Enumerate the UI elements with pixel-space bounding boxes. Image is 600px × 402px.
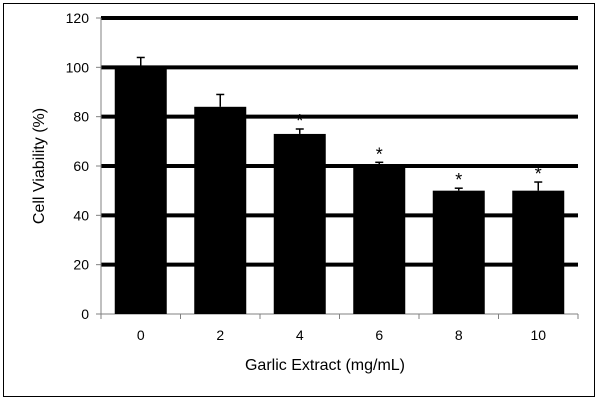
axes — [96, 17, 579, 319]
bar-0 — [114, 67, 167, 314]
significance-star: * — [376, 144, 383, 164]
x-axis-title: Garlic Extract (mg/mL) — [245, 357, 405, 374]
significance-markers: * * * * — [296, 111, 542, 190]
bar-6 — [353, 166, 406, 314]
y-tick-labels: 0 20 40 60 80 100 120 — [66, 10, 90, 322]
gridlines — [101, 16, 578, 267]
y-tick-label: 120 — [66, 10, 90, 26]
significance-star: * — [535, 164, 542, 184]
y-tick-label: 20 — [73, 257, 89, 273]
x-tick-label: 8 — [455, 327, 463, 343]
y-tick-label: 0 — [81, 306, 89, 322]
chart-frame: * * * * 0 20 40 60 80 100 120 0 2 4 6 8 10 Garlic Extr… — [3, 3, 595, 397]
y-tick-label: 60 — [73, 158, 89, 174]
x-tick-label: 4 — [296, 327, 304, 343]
bar-10 — [512, 190, 565, 314]
x-tick-label: 6 — [375, 327, 383, 343]
y-axis-title: Cell Viability (%) — [31, 108, 48, 224]
bar-chart: * * * * 0 20 40 60 80 100 120 0 2 4 6 8 10 Garlic Extr… — [31, 10, 579, 374]
bar-4 — [273, 133, 326, 314]
bar-8 — [432, 190, 485, 314]
significance-star: * — [296, 111, 303, 131]
error-bars — [136, 56, 543, 191]
x-tick-labels: 0 2 4 6 8 10 — [137, 327, 546, 343]
y-tick-label: 100 — [66, 59, 90, 75]
bars — [114, 67, 565, 314]
x-tick-label: 10 — [530, 327, 546, 343]
y-tick-label: 40 — [73, 207, 89, 223]
significance-star: * — [455, 170, 462, 190]
x-tick-label: 0 — [137, 327, 145, 343]
x-tick-label: 2 — [216, 327, 224, 343]
bar-2 — [194, 106, 247, 314]
y-tick-label: 80 — [73, 109, 89, 125]
